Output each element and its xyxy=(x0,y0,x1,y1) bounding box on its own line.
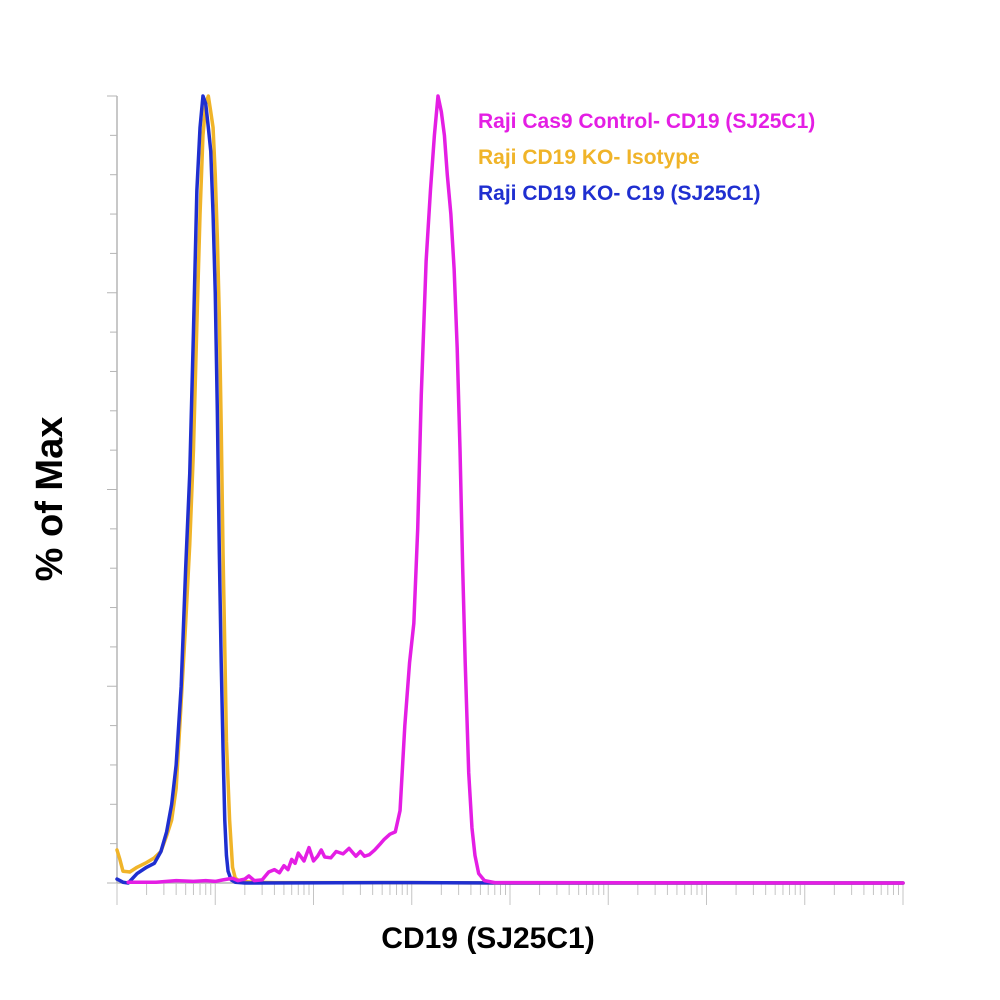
legend: Raji Cas9 Control- CD19 (SJ25C1) Raji CD… xyxy=(478,110,815,205)
legend-entry-raji-cas9-control: Raji Cas9 Control- CD19 (SJ25C1) xyxy=(478,110,815,133)
series-line-1 xyxy=(115,94,905,885)
legend-entry-raji-cd19-ko-c19: Raji CD19 KO- C19 (SJ25C1) xyxy=(478,182,760,205)
series-line-0 xyxy=(126,94,905,885)
series-layer xyxy=(115,94,905,885)
legend-entry-raji-cd19-ko-isotype: Raji CD19 KO- Isotype xyxy=(478,146,700,169)
x-axis-label: CD19 (SJ25C1) xyxy=(381,922,594,955)
y-axis-ticks xyxy=(107,95,117,884)
y-axis-label: % of Max xyxy=(29,417,71,582)
x-axis-ticks xyxy=(116,883,904,905)
series-line-2 xyxy=(115,94,905,885)
